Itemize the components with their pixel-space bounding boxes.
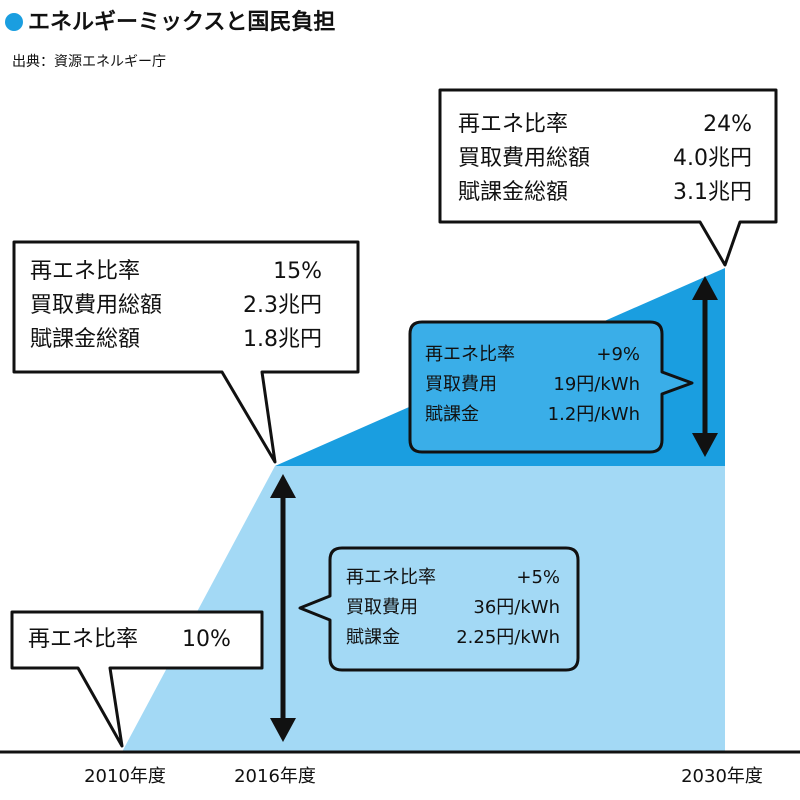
row-label: 再エネ比率 xyxy=(458,112,568,137)
axis-label: 2030年度 xyxy=(681,766,763,787)
row-label: 買取費用 xyxy=(346,597,418,618)
callout-box xyxy=(10,610,264,748)
row-value: 2.25円/kWh xyxy=(456,627,560,648)
row-value: 36円/kWh xyxy=(473,597,560,618)
row-label: 再エネ比率 xyxy=(346,567,436,588)
row-value: 2.3兆円 xyxy=(243,293,322,318)
callout-box xyxy=(298,546,580,672)
row-label: 買取費用総額 xyxy=(458,146,590,171)
row-label: 賦課金 xyxy=(425,404,479,425)
row-value: 24% xyxy=(703,112,752,137)
row-label: 再エネ比率 xyxy=(425,344,515,365)
row-value: +5% xyxy=(516,567,560,588)
row-label: 再エネ比率 xyxy=(30,259,140,284)
title: エネルギーミックスと国民負担 xyxy=(28,9,335,35)
row-value: 19円/kWh xyxy=(553,374,640,395)
row-value: 1.8兆円 xyxy=(243,327,322,352)
row-label: 賦課金総額 xyxy=(30,327,140,352)
row-label: 再エネ比率 xyxy=(28,627,138,652)
title-dot xyxy=(5,13,23,31)
source: 出典：資源エネルギー庁 xyxy=(12,54,166,70)
row-value: 15% xyxy=(273,259,322,284)
arrow xyxy=(692,276,718,457)
arrow xyxy=(270,474,296,742)
axis-label: 2016年度 xyxy=(234,766,316,787)
callout-box xyxy=(408,320,694,454)
callout-box xyxy=(12,240,360,464)
callout-box xyxy=(438,88,778,267)
row-value: 3.1兆円 xyxy=(673,180,752,205)
row-label: 買取費用 xyxy=(425,374,497,395)
row-value: 1.2円/kWh xyxy=(548,404,640,425)
axis-label: 2010年度 xyxy=(84,766,166,787)
row-label: 買取費用総額 xyxy=(30,293,162,318)
row-value: +9% xyxy=(596,344,640,365)
row-label: 賦課金 xyxy=(346,627,400,648)
row-value: 4.0兆円 xyxy=(673,146,752,171)
row-label: 賦課金総額 xyxy=(458,180,568,205)
row-value: 10% xyxy=(182,627,231,652)
